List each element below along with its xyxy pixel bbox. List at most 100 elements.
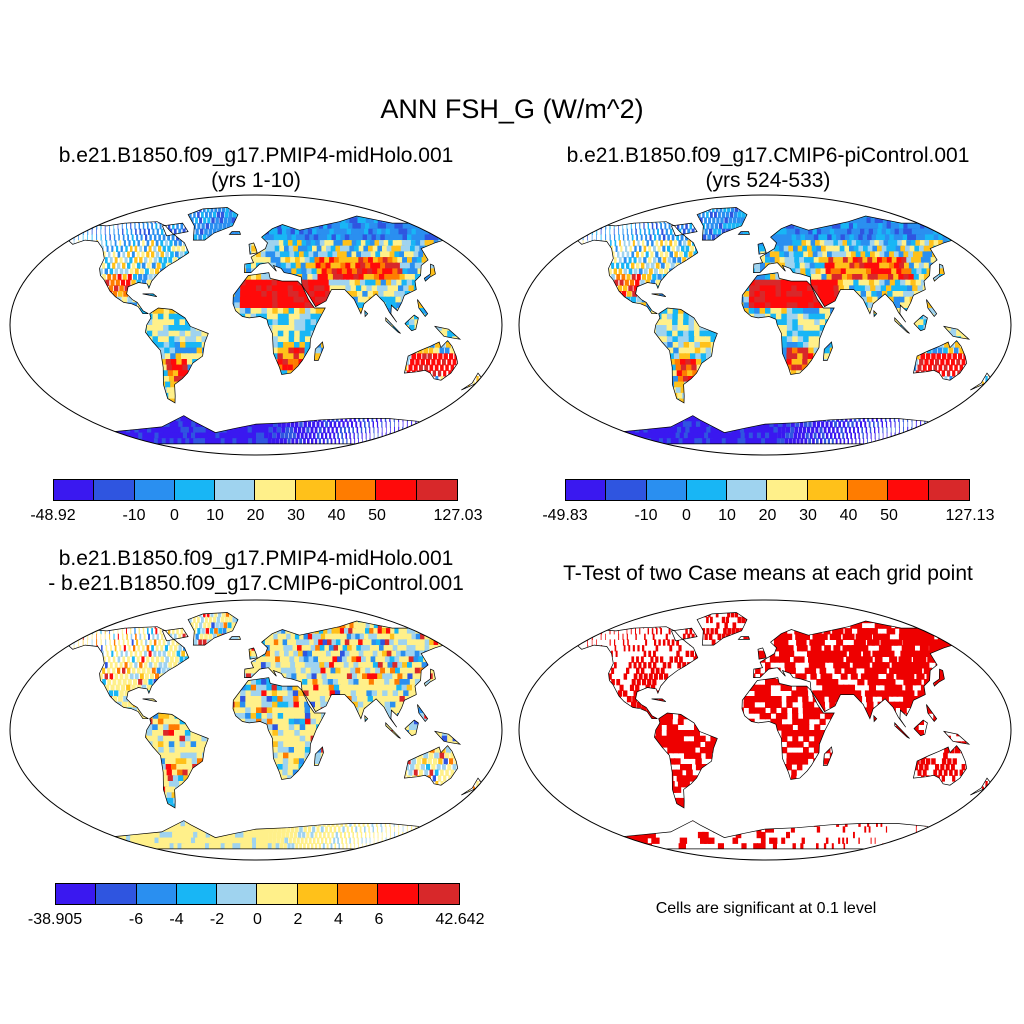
coastline-sumatra	[894, 316, 910, 334]
coastline-greenland	[187, 612, 239, 646]
colorbar-label: 127.13	[945, 507, 995, 524]
coastline-sumatra	[385, 316, 401, 334]
coastline-south-america	[654, 712, 718, 809]
colorbar-swatch	[56, 884, 97, 904]
coastline-sri-lanka	[873, 309, 878, 318]
coastline-philippines	[417, 299, 429, 318]
colorbar-label: -48.92	[30, 507, 76, 524]
map-border	[518, 599, 1012, 861]
colorbar-swatch	[767, 480, 808, 500]
coastline-borneo	[913, 314, 928, 332]
coastline-australia	[403, 745, 459, 786]
coastline-japan	[932, 263, 945, 282]
coastline-iceland	[228, 636, 241, 640]
panel3-case-name: b.e21.B1850.f09_g17.PMIP4-midHolo.001	[58, 547, 454, 570]
colorbar-label: 10	[718, 507, 736, 524]
colorbar-label: -49.83	[542, 507, 588, 524]
coastline-africa	[741, 677, 835, 780]
significance-note: Cells are significant at 0.1 level	[655, 900, 877, 917]
coastline-cuba	[651, 293, 667, 298]
coastline-sri-lanka	[873, 714, 878, 723]
coastline-africa	[741, 272, 835, 375]
colorbar-picontrol: -49.83 -10 0 10 20 30 40 50 127.13	[542, 479, 994, 529]
coastline-madagascar	[313, 746, 324, 766]
colorbar-swatch	[136, 884, 177, 904]
coastline-philippines	[926, 704, 938, 723]
panel2-title: b.e21.B1850.f09_g17.CMIP6-piControl.001 …	[567, 143, 970, 193]
colorbar-label: -10	[122, 507, 146, 524]
coastline-madagascar	[313, 341, 324, 361]
coastline-australia	[403, 340, 459, 381]
colorbar-boxes	[53, 479, 458, 501]
colorbar-label: -38.905	[27, 911, 83, 928]
coastline-south-america	[145, 307, 209, 404]
coastline-greenland	[187, 207, 239, 241]
panel1-title: b.e21.B1850.f09_g17.PMIP4-midHolo.001 (y…	[59, 143, 454, 193]
colorbar-label: 2	[293, 911, 303, 928]
map-panel-picontrol	[518, 194, 1012, 456]
colorbar-label: 50	[368, 507, 386, 524]
colorbar-label: -2	[209, 911, 225, 928]
colorbar-swatch	[295, 480, 337, 500]
coastline-iceland	[228, 231, 241, 235]
coastline-africa	[232, 272, 326, 375]
colorbar-label: 50	[880, 507, 898, 524]
coastline-iceland	[737, 636, 750, 640]
coastline-baffin-island	[670, 627, 698, 642]
coastline-baffin-island	[161, 222, 189, 237]
colorbar-label: 40	[839, 507, 858, 524]
colorbar-midholo: -48.92 -10 0 10 20 30 40 50 127.03	[30, 479, 482, 529]
coastline-australia	[912, 340, 968, 381]
colorbar-label: 30	[287, 507, 305, 524]
coastline-eurasia	[753, 620, 966, 728]
panel1-years: (yrs 1-10)	[211, 169, 301, 192]
colorbar-swatch	[686, 480, 728, 500]
colorbar-label: 20	[246, 507, 265, 524]
panel2-case-name: b.e21.B1850.f09_g17.CMIP6-piControl.001	[566, 144, 970, 167]
colorbar-label: 40	[327, 507, 346, 524]
coastline-iceland	[737, 231, 750, 235]
colorbar-swatch	[54, 480, 95, 500]
colorbar-label: -6	[128, 911, 144, 928]
colorbar-swatch	[255, 480, 296, 500]
colorbar-label: 0	[253, 911, 262, 928]
colorbar-swatch	[888, 480, 929, 500]
coastline-new-guinea	[434, 730, 462, 745]
panel4-title: T-Test of two Case means at each grid po…	[563, 561, 973, 586]
coastline-north-america	[67, 221, 190, 315]
coastline-philippines	[417, 704, 429, 723]
coastline-south-america	[145, 712, 209, 809]
coastline-cuba	[142, 293, 158, 298]
coastline-madagascar	[822, 341, 833, 361]
colorbar-label: -4	[169, 911, 184, 928]
colorbar-label: -10	[634, 507, 658, 524]
colorbar-swatch	[338, 884, 379, 904]
map-border	[518, 194, 1012, 456]
coastline-borneo	[913, 719, 928, 737]
colorbar-swatch	[418, 884, 459, 904]
coastline-japan	[932, 668, 945, 687]
coastline-madagascar	[822, 746, 833, 766]
colorbar-boxes	[55, 883, 460, 905]
coastline-sumatra	[894, 721, 910, 739]
colorbar-swatch	[297, 884, 339, 904]
colorbar-swatch	[606, 480, 647, 500]
coastline-cuba	[142, 698, 158, 703]
map-panel-difference	[9, 599, 503, 861]
map-border	[9, 599, 503, 861]
colorbar-swatch	[96, 884, 137, 904]
colorbar-swatch	[257, 884, 298, 904]
coastline-great-britain	[248, 242, 258, 255]
colorbar-label: 42.642	[435, 911, 485, 928]
panel3-title: b.e21.B1850.f09_g17.PMIP4-midHolo.001 - …	[48, 546, 464, 596]
coastline-north-america	[576, 626, 699, 720]
coastline-cuba	[651, 698, 667, 703]
coastline-north-america	[67, 626, 190, 720]
coastline-sri-lanka	[364, 309, 369, 318]
coastline-eurasia	[753, 215, 966, 323]
colorbar-label: 127.03	[433, 507, 483, 524]
figure-title: ANN FSH_G (W/m^2)	[380, 94, 644, 124]
colorbar-swatch	[807, 480, 849, 500]
panel4-ttest-title: T-Test of two Case means at each grid po…	[563, 562, 973, 585]
coastline-baffin-island	[670, 222, 698, 237]
